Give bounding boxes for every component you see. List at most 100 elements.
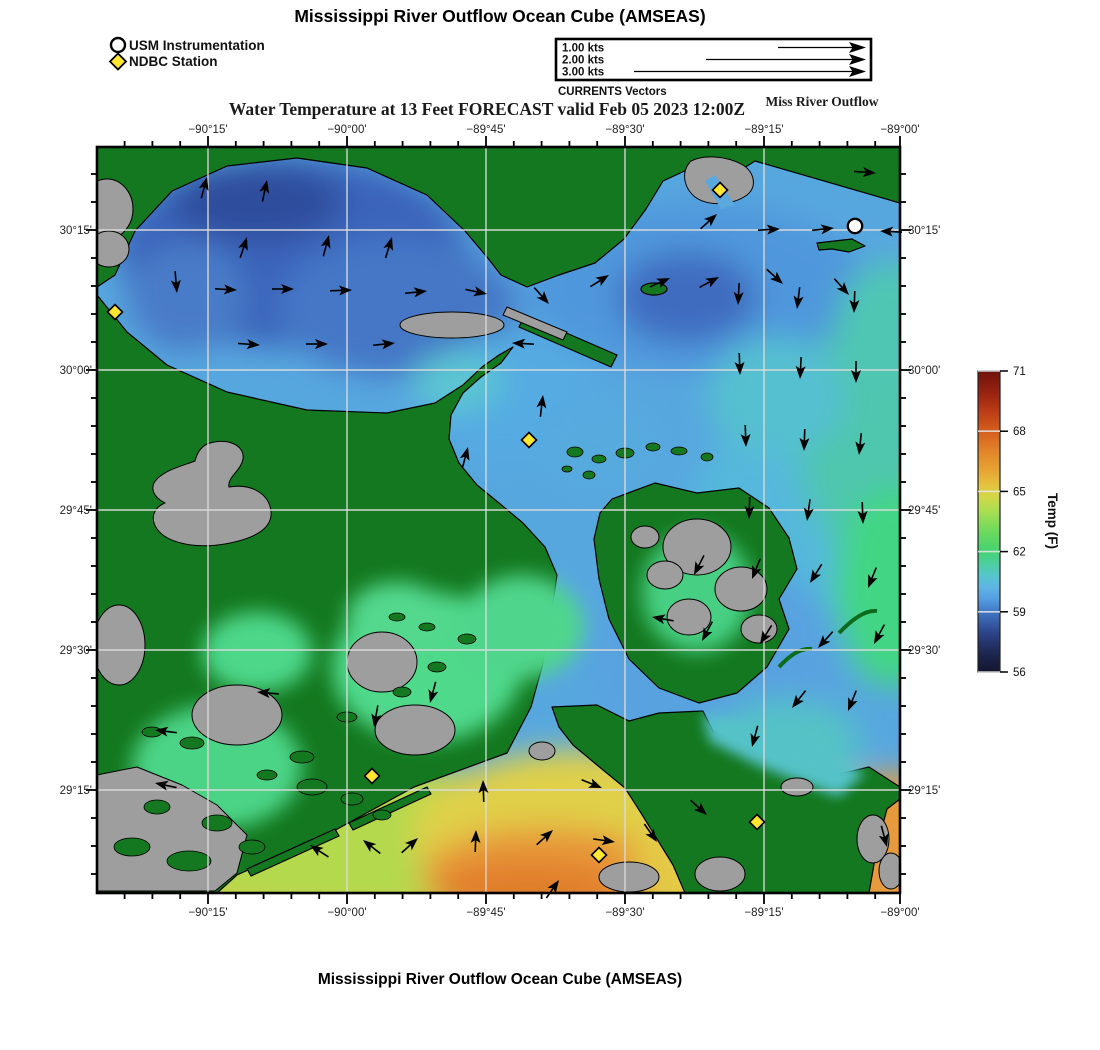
vector-tail [660,617,674,622]
current-vector-arrow [198,177,209,199]
current-vector-arrow [383,237,393,259]
barrier-island-2 [348,786,432,831]
colorbar-tick-label: 65 [1013,486,1026,498]
vector-tail [757,228,772,231]
vector-head [760,630,772,644]
vector-head [470,830,481,844]
current-vector-arrow [733,282,744,305]
y-axis-label-right: 29°45' [908,505,940,517]
scale-arrows [634,42,866,77]
vector-head [155,726,169,737]
current-vector-arrow [878,825,889,847]
current-vector-arrow [371,705,382,727]
vector-head [257,688,271,699]
vector-head [238,237,248,251]
vector-tail [163,730,177,734]
currents-scale-box: 1.00 kts 2.00 kts 3.00 kts [554,37,873,82]
y-axis-label-left: 29°15' [60,785,92,797]
vector-tail [322,243,328,257]
vector-head [310,845,324,857]
vector-head [740,433,751,447]
vector-head [428,689,439,703]
vector-head [478,780,489,794]
page-title: Mississippi River Outflow Ocean Cube (AM… [294,6,705,26]
current-vector-arrow [272,284,294,294]
x-axis-label-top: −89°00' [880,124,919,136]
vector-tail [814,563,823,576]
current-vector-arrow [848,690,858,711]
vector-head [588,778,602,788]
colorbar-tick-label: 56 [1013,667,1026,679]
current-vector-arrow [793,287,804,309]
vector-tail [754,558,761,571]
current-vector-arrow [810,563,823,583]
current-vector-arrow [363,840,381,855]
vector-tail [545,886,555,899]
station-markers [106,181,864,864]
vector-head [363,840,377,852]
x-axis-label-bottom: −89°30' [605,907,644,919]
vector-tail [649,280,663,288]
current-vector-arrow [589,275,609,288]
vector-tail [859,433,863,447]
vector-tail [401,843,412,854]
vector-head [320,235,331,249]
current-vectors [155,167,903,899]
vector-tail [737,282,740,297]
current-vector-arrow [512,338,535,349]
y-axis-label-left: 30°15' [60,225,92,237]
vector-tail [764,624,773,637]
vector-tail [833,278,844,289]
current-vector-arrow [874,624,886,644]
vector-head [836,281,849,295]
vector-head [874,630,885,644]
x-axis-label-bottom: −90°15' [188,907,227,919]
vector-tail [753,725,759,739]
vector-head [547,880,559,894]
new-orleans-area [152,440,272,547]
region-label: Miss River Outflow [766,94,879,109]
current-vector-arrow [373,339,395,350]
current-vector-arrow [855,433,866,455]
vector-tail [699,280,712,289]
vector-tail [643,823,653,836]
current-vector-arrow [744,496,755,519]
current-vector-arrow [310,845,329,858]
vector-tail [705,621,714,634]
vector-tail [317,849,329,858]
vector-tail [690,799,701,810]
vector-tail [239,245,245,259]
vector-head [381,339,395,350]
current-vector-arrow [155,780,177,791]
current-vector-arrow [812,224,834,235]
y-axis-label-left: 30°00' [60,365,92,377]
vector-tail [533,287,544,298]
ndbc-station-marker [363,767,381,785]
colorbar-gradient [977,370,1001,673]
current-vector-arrow [536,395,547,417]
vector-head [851,370,861,383]
current-vector-arrow [690,799,707,815]
current-vector-arrow [792,690,807,708]
vector-head [848,697,858,711]
vector-head [155,780,169,791]
current-vector-arrow [652,614,674,625]
vector-head [766,224,780,235]
current-vector-arrow [757,224,780,235]
vector-tail [174,271,178,285]
current-vector-arrow [470,830,481,853]
colorbar: 56 59 62 65 68 71 Temp (F) [977,366,1060,679]
vector-head [595,275,609,287]
vector-head [281,284,294,294]
vector-tail [880,825,886,839]
vector-head [703,214,717,227]
chandeleur-islands [777,608,878,669]
axis-labels: −90°15' −90°15' −90°00' −90°00' −89°45' −89°4… [60,124,941,919]
vector-tail [405,291,419,295]
x-axis-label-bottom: −89°45' [466,907,505,919]
vector-head [383,237,393,251]
vector-head [693,802,707,815]
vector-tail [823,631,834,642]
vector-tail [888,230,903,233]
